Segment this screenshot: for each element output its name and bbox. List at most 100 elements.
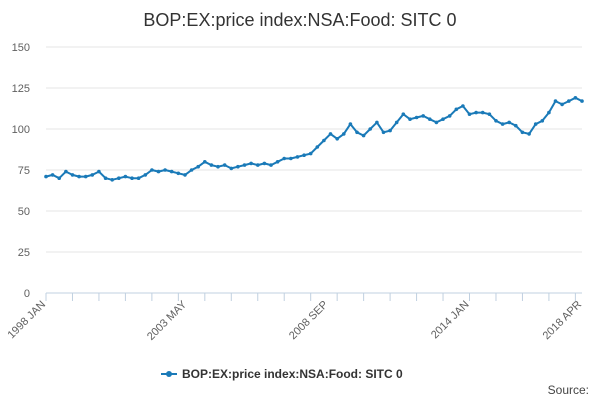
chart-title: BOP:EX:price index:NSA:Food: SITC 0 — [143, 10, 456, 30]
data-point — [467, 112, 472, 116]
data-point — [447, 114, 452, 118]
data-point — [414, 115, 419, 120]
data-point — [216, 164, 220, 169]
y-tick-label: 0 — [24, 288, 30, 300]
y-tick-label: 50 — [18, 206, 30, 218]
data-point — [70, 173, 75, 177]
data-point — [229, 166, 234, 171]
data-point — [209, 163, 214, 167]
data-point — [322, 138, 326, 143]
data-point — [461, 104, 465, 108]
data-point — [302, 153, 306, 157]
y-gridlines — [46, 46, 582, 294]
data-point — [494, 119, 498, 123]
data-point — [130, 176, 134, 180]
data-point — [163, 168, 167, 172]
data-point — [342, 132, 346, 136]
data-point — [355, 130, 359, 135]
y-tick-label: 75 — [18, 165, 30, 177]
data-point — [123, 174, 128, 179]
data-point — [222, 163, 227, 167]
data-point — [361, 133, 366, 138]
data-point — [90, 173, 95, 177]
data-point — [156, 169, 161, 174]
data-point — [533, 122, 538, 126]
data-point — [381, 130, 386, 135]
data-point — [176, 171, 181, 176]
data-point — [269, 163, 273, 167]
data-point — [275, 160, 280, 164]
data-point — [547, 110, 551, 115]
source-label: Source: — [548, 383, 589, 397]
data-point — [110, 178, 114, 182]
data-point — [315, 145, 320, 149]
x-axis: 1998 JAN 2003 MAY 2008 SEP 2014 JAN 2018 APR — [5, 292, 585, 343]
data-point — [335, 137, 340, 141]
data-point — [573, 96, 578, 100]
data-point — [553, 99, 558, 103]
data-point — [421, 114, 426, 118]
legend-label: BOP:EX:price index:NSA:Food: SITC 0 — [182, 367, 403, 381]
data-point — [540, 119, 545, 123]
data-point — [289, 156, 293, 161]
data-point — [394, 120, 399, 125]
data-point — [520, 130, 525, 135]
data-point — [434, 120, 439, 125]
data-point — [368, 127, 373, 131]
data-point — [44, 174, 48, 179]
data-point — [242, 163, 247, 167]
data-point — [514, 123, 518, 128]
data-point — [255, 163, 260, 167]
data-point — [282, 156, 287, 161]
data-point — [441, 117, 445, 121]
data-point — [169, 169, 174, 174]
data-point — [295, 155, 300, 159]
legend[interactable]: BOP:EX:price index:NSA:Food: SITC 0 — [161, 367, 403, 381]
x-tick-label: 2003 MAY — [145, 298, 190, 343]
data-point — [428, 117, 432, 121]
y-tick-label: 150 — [12, 42, 30, 54]
x-tick-label: 2008 SEP — [287, 299, 331, 343]
data-point — [480, 110, 485, 115]
data-point — [507, 120, 512, 125]
data-point — [97, 169, 101, 174]
data-point — [401, 112, 406, 116]
data-point — [308, 151, 313, 156]
data-point — [408, 117, 412, 121]
legend-marker-icon — [166, 371, 172, 377]
data-point — [348, 122, 353, 126]
data-point — [388, 128, 392, 133]
x-tick-label: 1998 JAN — [5, 299, 48, 342]
data-point — [262, 161, 267, 166]
data-point — [527, 132, 531, 136]
data-point — [487, 112, 492, 116]
data-point — [117, 176, 121, 180]
data-point — [143, 173, 148, 177]
data-point — [580, 99, 584, 103]
data-point — [203, 160, 207, 164]
data-point — [150, 168, 154, 172]
x-tick-label: 2018 APR — [541, 299, 585, 343]
data-point — [560, 102, 564, 107]
data-point — [236, 164, 240, 169]
y-tick-label: 25 — [18, 247, 30, 259]
data-point — [189, 168, 194, 172]
data-point — [500, 122, 505, 126]
data-point — [103, 176, 108, 180]
data-point — [328, 132, 333, 136]
data-point — [77, 174, 81, 179]
data-point — [249, 161, 253, 166]
data-point — [454, 107, 459, 112]
data-point — [567, 99, 571, 103]
data-point — [57, 176, 61, 180]
data-point — [474, 110, 478, 115]
data-point — [196, 164, 200, 169]
series-line — [45, 96, 583, 181]
y-tick-label: 100 — [12, 124, 30, 136]
data-point — [136, 176, 141, 180]
x-tick-label: 2014 JAN — [429, 299, 472, 342]
data-point — [64, 169, 68, 174]
data-point — [183, 173, 187, 177]
y-tick-label: 125 — [12, 83, 30, 95]
